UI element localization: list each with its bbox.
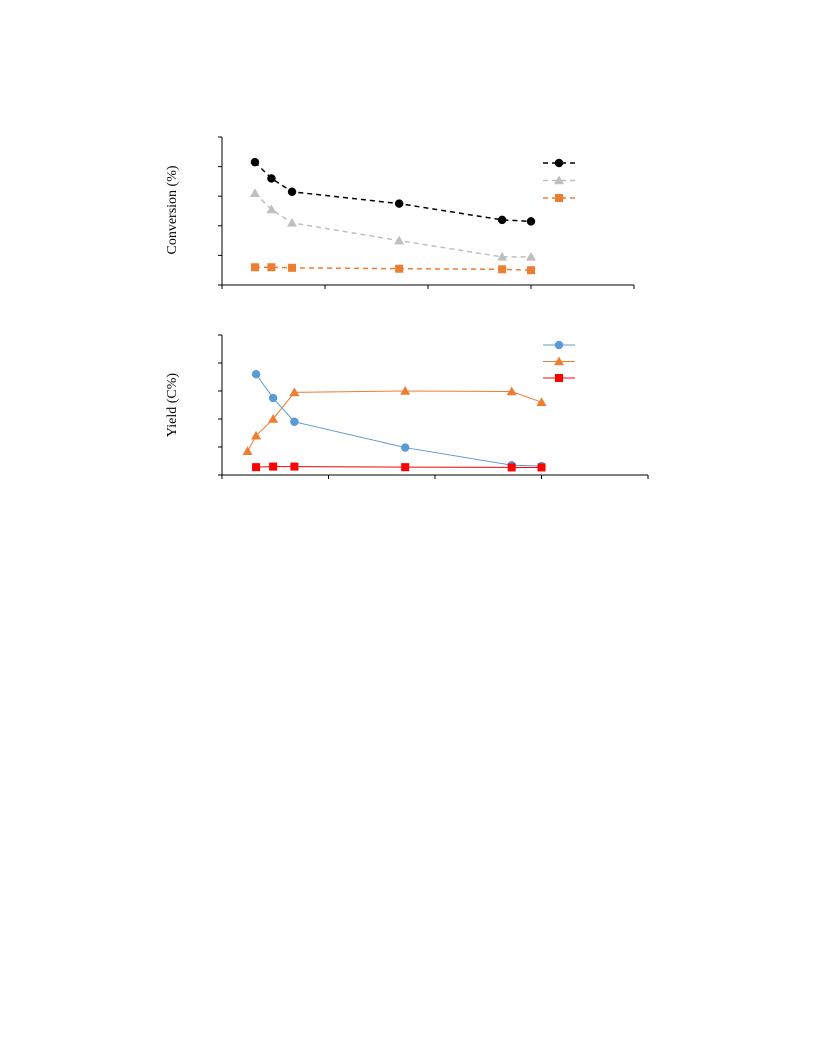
yield-legend-3-marker <box>555 374 563 382</box>
conversion-series-1-point <box>497 215 507 225</box>
yield-series-3-line <box>256 466 542 468</box>
yield-series-2-point <box>506 386 517 396</box>
conversion-series <box>249 157 536 275</box>
yield-series-1-point <box>251 369 261 379</box>
yield-series-3-point <box>252 463 261 472</box>
conversion-legend-3-marker <box>555 194 563 202</box>
conversion-series-3-point <box>527 266 535 275</box>
conversion-series-2-point <box>266 204 277 214</box>
conversion-series-2-line <box>254 192 531 258</box>
yield-chart: Yield (C%) <box>165 334 649 479</box>
yield-series-3-point <box>269 462 278 471</box>
conversion-series-1-line <box>254 161 532 223</box>
conversion-series-1-point <box>250 157 260 167</box>
conversion-series-2-point <box>497 251 508 261</box>
conversion-series-3-point <box>250 263 259 272</box>
yield-series-2-point <box>289 387 300 397</box>
conversion-legend-2-marker <box>554 175 564 185</box>
conversion-series-3-point <box>267 263 276 272</box>
conversion-series-2-point <box>249 188 260 197</box>
conversion-chart: Conversion (%) <box>165 136 635 289</box>
yield-series-1-point <box>290 417 299 427</box>
yield-legend <box>543 340 575 382</box>
conversion-series-3-line <box>254 266 532 271</box>
conversion-series-1-point <box>526 217 536 226</box>
conversion-series-3-point <box>288 263 297 272</box>
yield-series-3-point <box>401 463 410 472</box>
conversion-series-3-point <box>498 265 507 274</box>
yield-legend-2-marker <box>554 356 564 366</box>
conversion-legend <box>543 158 575 202</box>
yield-series-3-point <box>507 463 516 472</box>
conversion-series-2-point <box>287 217 298 227</box>
yield-series-3-point <box>290 462 299 471</box>
yield-axes <box>218 334 649 479</box>
conversion-series-2-point <box>526 251 536 261</box>
conversion-series-2-point <box>394 235 405 245</box>
conversion-series-1-point <box>394 199 404 208</box>
yield-series-2-point <box>242 446 253 455</box>
conversion-series-1-point <box>287 187 297 197</box>
conversion-y-axis-label: Conversion (%) <box>165 165 180 254</box>
yield-series-2-point <box>536 397 547 406</box>
yield-y-axis-label: Yield (C%) <box>165 373 180 437</box>
conversion-legend-1-marker <box>554 158 564 168</box>
yield-series <box>242 369 547 472</box>
conversion-axes <box>218 136 635 289</box>
conversion-series-3-point <box>395 264 404 273</box>
conversion-series-1-point <box>267 174 276 183</box>
yield-legend-1-marker <box>554 340 564 350</box>
yield-series-1-point <box>400 443 410 452</box>
yield-series-1-point <box>268 393 278 403</box>
yield-series-3-point <box>537 463 546 472</box>
yield-series-1-line <box>255 373 542 467</box>
yield-series-2-point <box>268 414 279 423</box>
yield-series-2-point <box>251 430 262 440</box>
yield-series-2-point <box>400 386 411 395</box>
